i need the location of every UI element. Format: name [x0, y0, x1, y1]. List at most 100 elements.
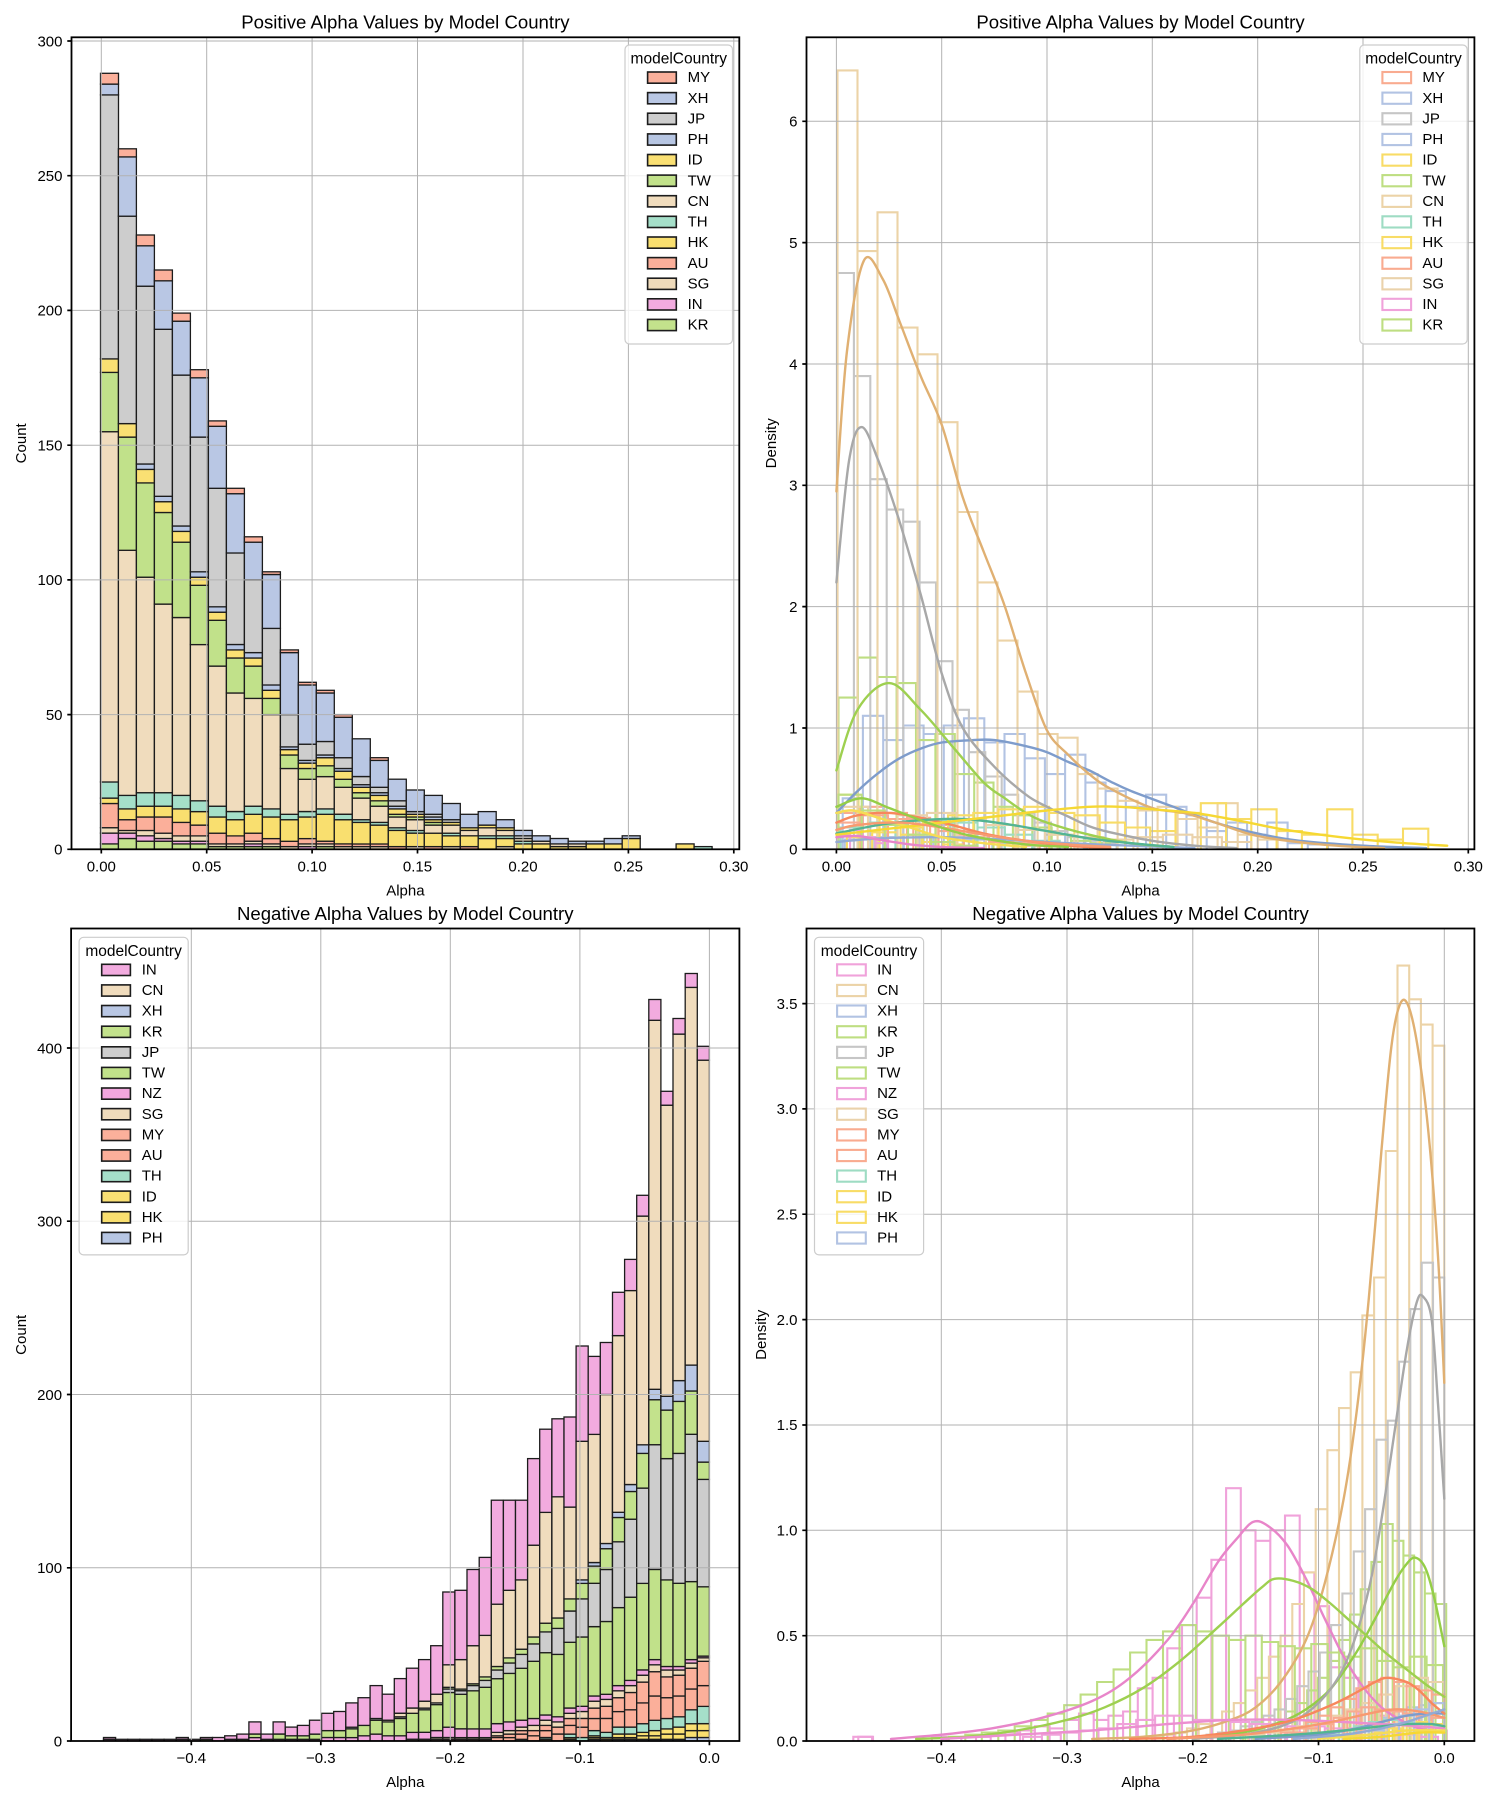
svg-text:AU: AU	[877, 1147, 898, 1164]
svg-text:2.5: 2.5	[777, 1207, 798, 1224]
svg-text:IN: IN	[142, 962, 157, 979]
svg-text:0.5: 0.5	[777, 1628, 798, 1645]
svg-text:SG: SG	[688, 275, 710, 292]
svg-text:−0.1: −0.1	[1304, 1750, 1334, 1767]
svg-text:Count: Count	[13, 1314, 30, 1355]
svg-text:0.00: 0.00	[87, 858, 116, 875]
svg-text:300: 300	[37, 1214, 62, 1231]
svg-text:CN: CN	[877, 982, 899, 999]
svg-text:XH: XH	[1422, 90, 1443, 107]
svg-text:3: 3	[789, 478, 797, 495]
svg-text:−0.1: −0.1	[565, 1750, 595, 1767]
svg-text:Positive Alpha Values by Model: Positive Alpha Values by Model Country	[976, 12, 1305, 33]
svg-text:1: 1	[789, 720, 797, 737]
svg-text:2.0: 2.0	[777, 1312, 798, 1329]
svg-text:6: 6	[789, 114, 797, 131]
svg-text:0.10: 0.10	[297, 858, 326, 875]
svg-text:SG: SG	[1422, 275, 1444, 292]
svg-text:TH: TH	[142, 1168, 162, 1185]
svg-text:5: 5	[789, 235, 797, 252]
svg-text:HK: HK	[688, 234, 709, 251]
svg-text:TH: TH	[877, 1168, 897, 1185]
svg-text:Density: Density	[753, 1309, 770, 1360]
svg-text:AU: AU	[1422, 255, 1443, 272]
svg-text:PH: PH	[877, 1230, 898, 1247]
svg-text:Alpha: Alpha	[386, 1774, 425, 1791]
svg-text:KR: KR	[142, 1023, 163, 1040]
svg-text:−0.4: −0.4	[176, 1750, 206, 1767]
svg-text:MY: MY	[688, 69, 711, 86]
svg-text:TW: TW	[1422, 172, 1446, 189]
svg-text:XH: XH	[142, 1003, 163, 1020]
svg-text:0.0: 0.0	[777, 1733, 798, 1750]
svg-text:0.20: 0.20	[1243, 858, 1272, 875]
svg-text:HK: HK	[877, 1209, 898, 1226]
svg-text:PH: PH	[142, 1230, 163, 1247]
svg-text:Alpha: Alpha	[386, 883, 425, 900]
svg-text:0.30: 0.30	[1454, 858, 1483, 875]
svg-text:TH: TH	[688, 214, 708, 231]
svg-text:KR: KR	[877, 1023, 898, 1040]
svg-text:300: 300	[37, 33, 62, 50]
svg-text:modelCountry: modelCountry	[1365, 51, 1462, 68]
svg-text:−0.2: −0.2	[1178, 1750, 1208, 1767]
svg-text:modelCountry: modelCountry	[821, 943, 918, 960]
svg-text:−0.2: −0.2	[435, 1750, 465, 1767]
svg-text:0.05: 0.05	[927, 858, 956, 875]
svg-text:SG: SG	[877, 1106, 899, 1123]
svg-text:Alpha: Alpha	[1121, 883, 1160, 900]
svg-text:CN: CN	[1422, 193, 1444, 210]
svg-text:1.5: 1.5	[777, 1417, 798, 1434]
svg-text:XH: XH	[688, 90, 709, 107]
svg-text:Positive Alpha Values by Model: Positive Alpha Values by Model Country	[241, 12, 570, 33]
svg-text:modelCountry: modelCountry	[631, 51, 728, 68]
svg-text:ID: ID	[142, 1188, 157, 1205]
svg-text:TW: TW	[142, 1065, 166, 1082]
svg-text:JP: JP	[688, 110, 706, 127]
svg-text:HK: HK	[142, 1209, 163, 1226]
svg-text:AU: AU	[688, 255, 709, 272]
svg-text:CN: CN	[688, 193, 710, 210]
svg-text:50: 50	[46, 707, 63, 724]
svg-text:IN: IN	[688, 296, 703, 313]
svg-text:0.15: 0.15	[1138, 858, 1167, 875]
svg-text:1.0: 1.0	[777, 1523, 798, 1540]
svg-text:JP: JP	[1422, 110, 1440, 127]
svg-text:Count: Count	[13, 422, 30, 463]
svg-text:MY: MY	[877, 1127, 900, 1144]
svg-text:0.25: 0.25	[614, 858, 643, 875]
svg-text:−0.3: −0.3	[306, 1750, 336, 1767]
svg-text:0: 0	[789, 842, 797, 859]
svg-text:400: 400	[37, 1040, 62, 1057]
svg-text:100: 100	[37, 1560, 62, 1577]
svg-text:0.00: 0.00	[822, 858, 851, 875]
svg-text:AU: AU	[142, 1147, 163, 1164]
svg-text:KR: KR	[688, 317, 709, 334]
svg-text:SG: SG	[142, 1106, 164, 1123]
svg-text:JP: JP	[142, 1044, 160, 1061]
svg-text:200: 200	[37, 303, 62, 320]
svg-text:2: 2	[789, 599, 797, 616]
svg-text:0: 0	[54, 842, 62, 859]
svg-text:0.05: 0.05	[192, 858, 221, 875]
svg-text:IN: IN	[1422, 296, 1437, 313]
svg-text:HK: HK	[1422, 234, 1443, 251]
svg-text:150: 150	[37, 438, 62, 455]
svg-text:ID: ID	[688, 152, 703, 169]
svg-text:0.30: 0.30	[719, 858, 748, 875]
svg-text:PH: PH	[1422, 131, 1443, 148]
svg-text:NZ: NZ	[877, 1085, 897, 1102]
svg-text:PH: PH	[688, 131, 709, 148]
svg-text:0.15: 0.15	[403, 858, 432, 875]
svg-text:0: 0	[54, 1733, 62, 1750]
svg-text:Negative Alpha Values by Model: Negative Alpha Values by Model Country	[237, 903, 574, 924]
svg-text:0.0: 0.0	[1434, 1750, 1455, 1767]
svg-text:CN: CN	[142, 982, 164, 999]
svg-text:modelCountry: modelCountry	[85, 943, 182, 960]
svg-text:XH: XH	[877, 1003, 898, 1020]
svg-text:0.10: 0.10	[1032, 858, 1061, 875]
svg-text:MY: MY	[1422, 69, 1445, 86]
svg-text:0.25: 0.25	[1348, 858, 1377, 875]
svg-text:200: 200	[37, 1387, 62, 1404]
svg-text:IN: IN	[877, 962, 892, 979]
